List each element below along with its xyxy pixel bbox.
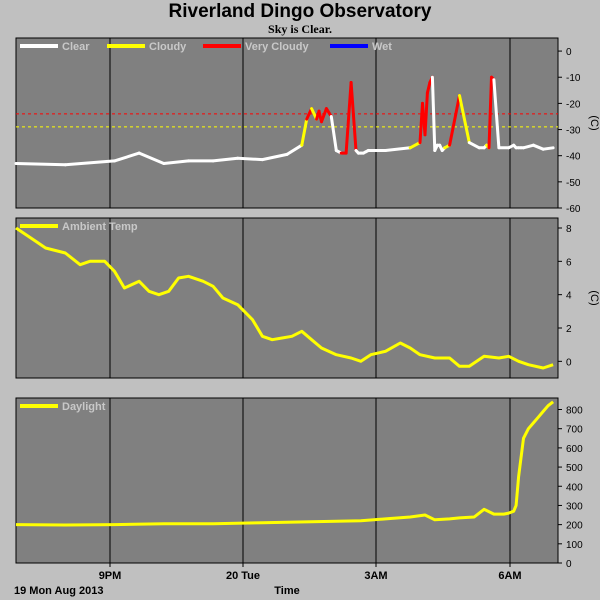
- panel-2: 8 6 4 2 0 (C) Ambient Temp: [15, 217, 600, 379]
- y-tick-label: -20: [566, 99, 581, 110]
- panel-1: 0 -10 -20 -30 -40 -50 -60 (C) Clear Cloudy Very Cl…: [14, 37, 600, 215]
- sky-segment-clear: [113, 151, 141, 163]
- x-tick-label: 3AM: [364, 570, 387, 582]
- sky-segment-clear: [285, 143, 304, 156]
- y-tick-label: -40: [566, 152, 581, 163]
- y-tick-label: 600: [566, 444, 583, 455]
- legend-label-1: Cloudy: [149, 41, 187, 53]
- legend-label-0: Daylight: [62, 401, 106, 413]
- plot-area: [15, 37, 559, 209]
- sky-segment-clear: [384, 146, 412, 152]
- x-axis-label: Time: [274, 585, 299, 597]
- sky-segment-very-cloudy: [344, 81, 353, 155]
- series-line-ambient-temp: [15, 226, 554, 370]
- sky-segment-clear: [137, 151, 166, 165]
- y-tick-label: -60: [566, 204, 581, 215]
- sky-segment-clear: [14, 162, 67, 167]
- y-tick-label: 8: [566, 224, 572, 235]
- sky-segment-very-cloudy: [487, 75, 493, 150]
- sky-segment-clear: [531, 143, 545, 151]
- sky-segment-very-cloudy: [349, 81, 358, 152]
- sky-segment-clear: [541, 146, 555, 151]
- x-tick-label: 6AM: [498, 570, 521, 582]
- sky-status: Sky is Clear.: [268, 22, 332, 36]
- sky-segment-clear: [236, 156, 264, 162]
- y-tick-label: 400: [566, 482, 583, 493]
- y-tick-label: 700: [566, 425, 583, 436]
- y-tick-label: 200: [566, 521, 583, 532]
- x-tick-label: 20 Tue: [226, 570, 260, 582]
- sky-segment-clear: [430, 75, 437, 152]
- sky-segment-very-cloudy: [324, 107, 333, 118]
- legend-label-2: Very Cloudy: [245, 41, 309, 53]
- y-axis-label: (C): [588, 290, 600, 305]
- sky-segment-clear: [522, 143, 535, 150]
- sky-segment-clear: [162, 159, 190, 165]
- sky-segment-cloudy: [458, 94, 471, 145]
- chart-title: Riverland Dingo Observatory: [168, 1, 432, 22]
- panel-3: 800 700 600 500 400 300 200 100 0 Daylight: [15, 397, 583, 570]
- y-tick-label: 0: [566, 559, 572, 570]
- sky-segment-cloudy: [300, 117, 309, 147]
- y-tick-label: 800: [566, 406, 583, 417]
- legend-label-0: Clear: [62, 41, 90, 53]
- sky-segment-clear: [211, 156, 240, 163]
- y-tick-label: 4: [566, 291, 572, 302]
- y-tick-label: -50: [566, 178, 581, 189]
- legend-label-3: Wet: [372, 41, 392, 53]
- y-tick-label: -30: [566, 126, 581, 137]
- y-tick-label: 0: [566, 47, 572, 58]
- y-tick-label: 0: [566, 357, 572, 368]
- plot-area: [15, 217, 559, 379]
- y-tick-label: 6: [566, 257, 572, 268]
- y-axis-label: (C): [588, 115, 600, 130]
- sky-segment-clear: [260, 152, 289, 162]
- sky-segment-very-cloudy: [448, 94, 461, 147]
- series-line-daylight: [15, 400, 555, 527]
- sky-segment-very-cloudy: [320, 107, 328, 124]
- y-tick-label: 500: [566, 463, 583, 474]
- y-tick-label: 100: [566, 540, 583, 551]
- sky-segment-clear: [63, 159, 116, 167]
- legend-label-0: Ambient Temp: [62, 221, 138, 233]
- sky-segment-clear: [492, 78, 501, 150]
- y-tick-label: 2: [566, 324, 572, 335]
- plot-area: [15, 397, 559, 564]
- sky-segment-very-cloudy: [425, 81, 432, 95]
- y-tick-label: -10: [566, 73, 581, 84]
- y-tick-label: 300: [566, 501, 583, 512]
- x-tick-label: 9PM: [99, 570, 122, 582]
- sky-segment-clear: [329, 115, 338, 152]
- sky-segment-cloudy: [408, 141, 422, 150]
- sky-segment-very-cloudy: [423, 91, 429, 137]
- sky-segment-clear: [467, 141, 481, 150]
- date-label: 19 Mon Aug 2013: [14, 585, 103, 597]
